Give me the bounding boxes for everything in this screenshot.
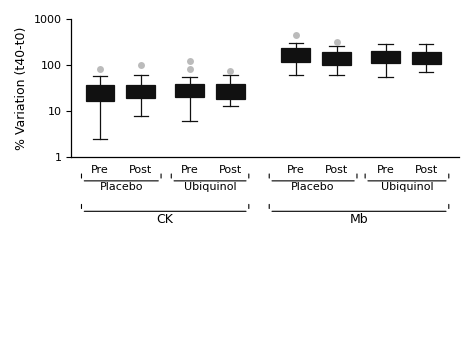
PathPatch shape xyxy=(175,84,204,97)
PathPatch shape xyxy=(371,51,400,63)
Text: CK: CK xyxy=(157,213,173,226)
Text: Mb: Mb xyxy=(350,213,368,226)
Y-axis label: % Variation (t40-t0): % Variation (t40-t0) xyxy=(15,26,28,150)
PathPatch shape xyxy=(216,84,245,100)
PathPatch shape xyxy=(86,85,114,101)
PathPatch shape xyxy=(282,49,310,62)
Text: Ubiquinol: Ubiquinol xyxy=(184,182,237,192)
Text: Placebo: Placebo xyxy=(292,182,335,192)
PathPatch shape xyxy=(322,52,351,65)
Text: Placebo: Placebo xyxy=(100,182,143,192)
Text: Ubiquinol: Ubiquinol xyxy=(381,182,433,192)
PathPatch shape xyxy=(412,52,441,64)
PathPatch shape xyxy=(127,85,155,98)
